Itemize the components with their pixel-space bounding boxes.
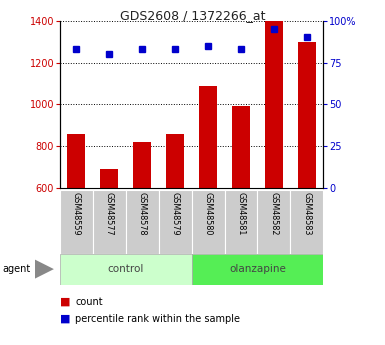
Bar bbox=[298, 42, 316, 188]
Text: GSM48580: GSM48580 bbox=[204, 192, 213, 236]
FancyBboxPatch shape bbox=[93, 190, 126, 254]
FancyBboxPatch shape bbox=[60, 190, 93, 254]
Text: GSM48578: GSM48578 bbox=[137, 192, 147, 236]
Bar bbox=[166, 134, 184, 188]
Text: GSM48577: GSM48577 bbox=[105, 192, 114, 236]
FancyBboxPatch shape bbox=[290, 190, 323, 254]
Text: agent: agent bbox=[2, 264, 30, 274]
FancyBboxPatch shape bbox=[224, 190, 258, 254]
FancyBboxPatch shape bbox=[126, 190, 159, 254]
Text: ■: ■ bbox=[60, 314, 70, 324]
FancyBboxPatch shape bbox=[60, 254, 192, 285]
Text: GSM48581: GSM48581 bbox=[236, 192, 246, 236]
Text: GSM48582: GSM48582 bbox=[270, 192, 278, 236]
Text: GSM48583: GSM48583 bbox=[302, 192, 311, 236]
Text: GSM48579: GSM48579 bbox=[171, 192, 179, 236]
Text: count: count bbox=[75, 297, 103, 307]
Text: olanzapine: olanzapine bbox=[229, 264, 286, 274]
FancyBboxPatch shape bbox=[159, 190, 192, 254]
Text: GDS2608 / 1372266_at: GDS2608 / 1372266_at bbox=[120, 9, 265, 22]
Polygon shape bbox=[35, 259, 54, 279]
Bar bbox=[265, 21, 283, 188]
Text: control: control bbox=[107, 264, 144, 274]
Text: GSM48559: GSM48559 bbox=[72, 192, 81, 236]
FancyBboxPatch shape bbox=[258, 190, 290, 254]
Bar bbox=[100, 169, 118, 188]
Text: ■: ■ bbox=[60, 297, 70, 307]
FancyBboxPatch shape bbox=[192, 190, 224, 254]
FancyBboxPatch shape bbox=[192, 254, 323, 285]
Text: percentile rank within the sample: percentile rank within the sample bbox=[75, 314, 240, 324]
Bar bbox=[67, 134, 85, 188]
Bar bbox=[232, 107, 250, 188]
Bar bbox=[133, 142, 151, 188]
Bar bbox=[199, 86, 217, 188]
